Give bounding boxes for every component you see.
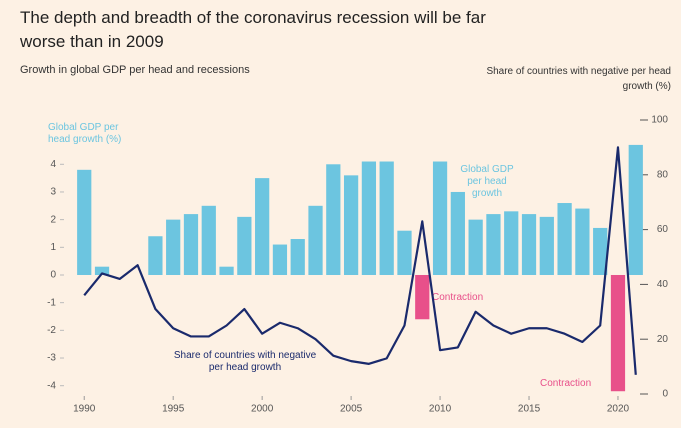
bar [255,178,270,275]
chart-title: The depth and breadth of the coronavirus… [20,8,486,51]
bar [272,244,288,275]
bar [415,274,430,320]
annotation: Global GDP per head growth (%) [48,122,122,145]
bar [148,236,163,275]
bar [521,214,537,275]
bar [450,191,465,275]
x-tick-label: 2010 [429,404,452,415]
bar [557,203,572,275]
bar [539,216,554,275]
bar [94,266,110,275]
line [83,146,637,375]
y2-tick-label: 100 [651,115,668,126]
y2-tick-label: 20 [657,334,669,345]
bar [201,205,216,275]
bar [361,161,377,275]
y-tick-label: -1 [47,297,56,308]
bar [593,227,608,275]
bar [219,266,234,275]
annotation: Global GDP per head growth [460,164,514,199]
bar [290,239,305,275]
bar [397,230,412,275]
chart-subtitle: Growth in global GDP per head and recess… [20,64,250,76]
bar [326,164,341,275]
annotation: Contraction [432,292,484,303]
bar [468,219,483,275]
bar [486,214,501,275]
annotation: Share of countries with negative per hea… [173,350,317,373]
y2-axis-title: Share of countries with negative per hea… [486,66,671,92]
y-tick-label: -3 [47,353,56,364]
x-tick-label: 1995 [162,404,185,415]
annotation: Contraction [540,378,592,389]
x-tick-label: 1990 [73,404,96,415]
y-tick-label: 3 [50,187,56,198]
y2-tick-label: 60 [657,224,669,235]
y-tick-label: -2 [47,325,56,336]
bar [343,175,359,275]
x-tick-label: 2020 [607,404,630,415]
bar [575,208,590,275]
bar [77,169,92,275]
y2-tick-label: 40 [657,279,669,290]
x-tick-label: 2015 [518,404,541,415]
bar [379,161,394,275]
y-tick-label: 0 [50,270,56,281]
bar [183,214,199,275]
y2-tick-label: 0 [662,389,668,400]
x-tick-label: 2005 [340,404,363,415]
bar [610,274,626,392]
y-tick-label: 4 [50,159,56,170]
y-tick-label: 1 [50,242,56,253]
bar [628,144,643,275]
y2-tick-label: 80 [657,169,669,180]
x-tick-label: 2000 [251,404,274,415]
y-tick-label: -4 [47,380,56,391]
bar [237,216,252,275]
y-tick-label: 2 [50,214,56,225]
bar [308,205,323,275]
bar [166,219,181,275]
bar [504,211,519,275]
bar [432,161,448,275]
